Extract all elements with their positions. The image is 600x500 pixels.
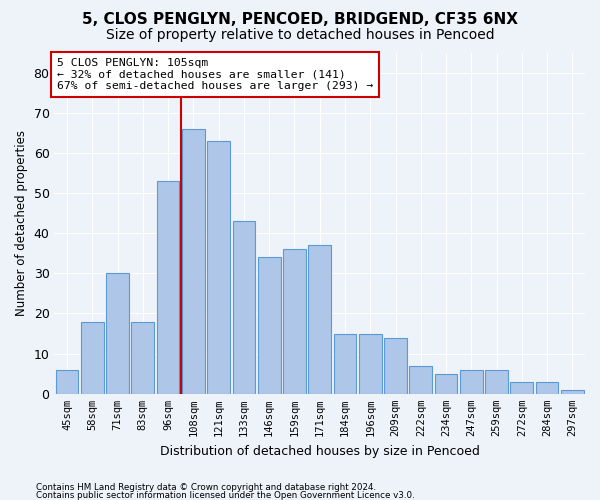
Bar xyxy=(536,382,559,394)
Bar xyxy=(409,366,432,394)
Bar xyxy=(359,334,382,394)
Bar xyxy=(56,370,79,394)
Bar xyxy=(157,181,179,394)
Bar xyxy=(131,322,154,394)
Bar xyxy=(511,382,533,394)
Text: 5 CLOS PENGLYN: 105sqm
← 32% of detached houses are smaller (141)
67% of semi-de: 5 CLOS PENGLYN: 105sqm ← 32% of detached… xyxy=(57,58,373,91)
Bar xyxy=(106,274,129,394)
Bar xyxy=(81,322,104,394)
Y-axis label: Number of detached properties: Number of detached properties xyxy=(15,130,28,316)
Bar xyxy=(485,370,508,394)
Bar xyxy=(233,221,255,394)
Bar xyxy=(308,245,331,394)
Text: Contains public sector information licensed under the Open Government Licence v3: Contains public sector information licen… xyxy=(36,491,415,500)
Text: Size of property relative to detached houses in Pencoed: Size of property relative to detached ho… xyxy=(106,28,494,42)
Bar xyxy=(207,141,230,394)
Bar xyxy=(258,258,281,394)
Text: 5, CLOS PENGLYN, PENCOED, BRIDGEND, CF35 6NX: 5, CLOS PENGLYN, PENCOED, BRIDGEND, CF35… xyxy=(82,12,518,28)
Bar xyxy=(561,390,584,394)
Text: Contains HM Land Registry data © Crown copyright and database right 2024.: Contains HM Land Registry data © Crown c… xyxy=(36,484,376,492)
Bar xyxy=(334,334,356,394)
Bar xyxy=(434,374,457,394)
X-axis label: Distribution of detached houses by size in Pencoed: Distribution of detached houses by size … xyxy=(160,444,479,458)
Bar xyxy=(283,250,306,394)
Bar xyxy=(182,129,205,394)
Bar xyxy=(460,370,482,394)
Bar xyxy=(384,338,407,394)
